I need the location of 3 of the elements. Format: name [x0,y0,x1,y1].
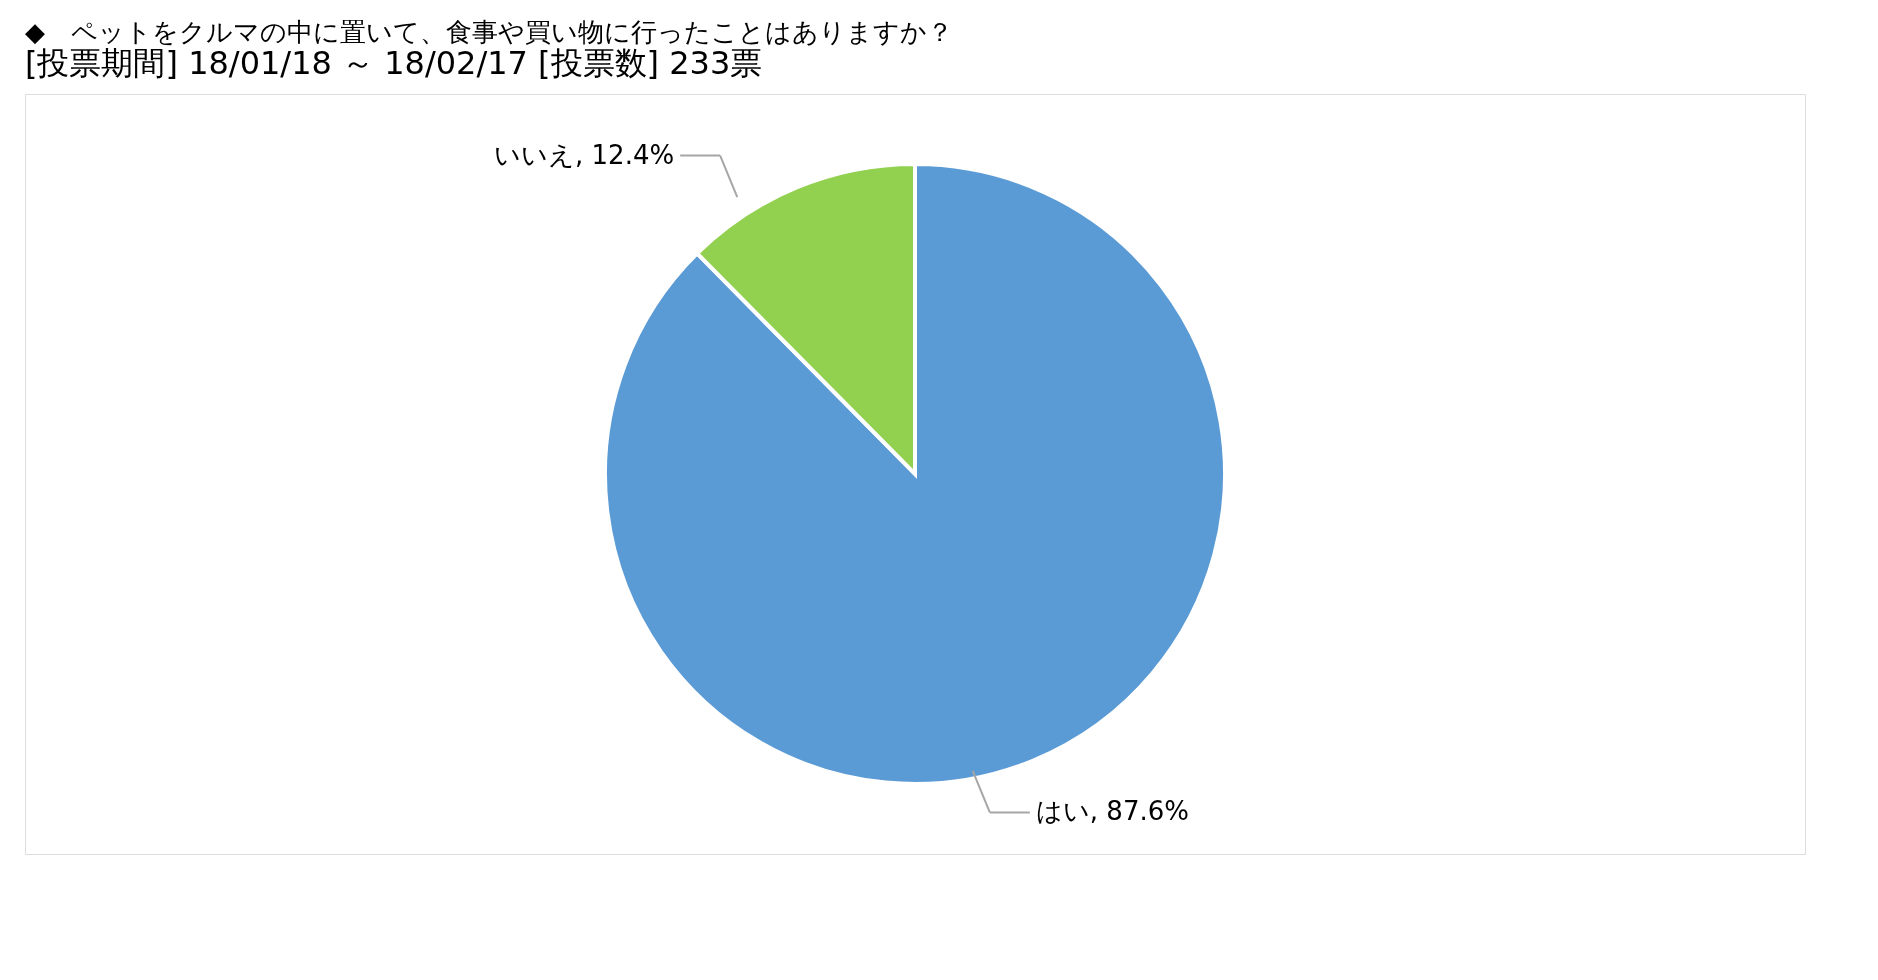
slice-label: はい, 87.6% [1035,796,1189,827]
chart-title: ◆ ペットをクルマの中に置いて、食事や買い物に行ったことはありますか？ [25,17,953,47]
slice-label: いいえ, 12.4% [494,139,675,170]
